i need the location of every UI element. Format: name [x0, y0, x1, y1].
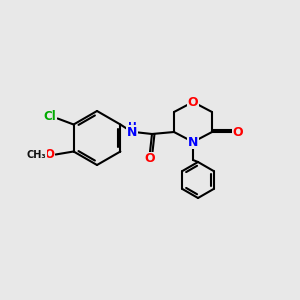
Text: O: O — [45, 148, 55, 161]
Text: O: O — [188, 95, 198, 109]
Text: N: N — [127, 125, 137, 139]
Text: Cl: Cl — [43, 110, 56, 123]
Text: N: N — [188, 136, 198, 148]
Text: O: O — [145, 152, 155, 166]
Text: O: O — [233, 125, 243, 139]
Text: H: H — [128, 122, 136, 132]
Text: CH₃: CH₃ — [27, 151, 46, 160]
